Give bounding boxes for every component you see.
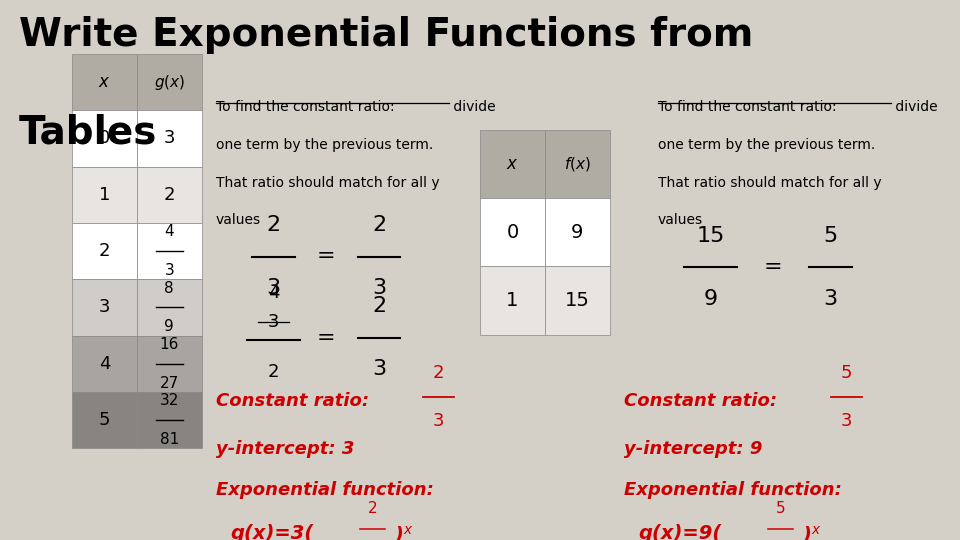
- Text: That ratio should match for all y: That ratio should match for all y: [216, 176, 440, 190]
- Text: To find the constant ratio:: To find the constant ratio:: [216, 100, 395, 114]
- Text: That ratio should match for all y: That ratio should match for all y: [658, 176, 881, 190]
- Text: 2: 2: [268, 363, 279, 381]
- Text: Write Exponential Functions from: Write Exponential Functions from: [19, 16, 754, 54]
- Text: 2: 2: [163, 186, 175, 204]
- Text: 5: 5: [824, 226, 837, 246]
- Text: )$^x$: )$^x$: [802, 524, 822, 540]
- Text: 9: 9: [571, 222, 584, 242]
- Text: 3: 3: [433, 412, 444, 430]
- Text: Constant ratio:: Constant ratio:: [624, 392, 783, 409]
- Bar: [544, 130, 610, 198]
- Text: 3: 3: [164, 263, 174, 278]
- Text: 3: 3: [99, 299, 110, 316]
- Text: 2: 2: [267, 215, 280, 235]
- Text: 3: 3: [372, 278, 386, 298]
- Text: 4: 4: [99, 355, 110, 373]
- Text: 5: 5: [841, 364, 852, 382]
- Text: 2: 2: [433, 364, 444, 382]
- Text: 3: 3: [372, 359, 386, 379]
- Bar: [480, 266, 544, 335]
- Text: $f(x)$: $f(x)$: [564, 155, 590, 173]
- Text: $x$: $x$: [506, 155, 518, 173]
- Text: To find the constant ratio:: To find the constant ratio:: [658, 100, 836, 114]
- Text: one term by the previous term.: one term by the previous term.: [658, 138, 875, 152]
- Text: 0: 0: [506, 222, 518, 242]
- Bar: [72, 279, 137, 335]
- Text: 3: 3: [163, 130, 175, 147]
- Bar: [72, 167, 137, 223]
- Text: 8: 8: [164, 281, 174, 295]
- Text: 32: 32: [159, 393, 179, 408]
- Text: 2: 2: [372, 296, 386, 316]
- Text: divide: divide: [449, 100, 496, 114]
- Text: 3: 3: [267, 278, 280, 298]
- Bar: [137, 110, 202, 167]
- Bar: [72, 54, 137, 110]
- Bar: [72, 223, 137, 279]
- Text: 2: 2: [368, 501, 377, 516]
- Text: 16: 16: [159, 337, 179, 352]
- Bar: [544, 266, 610, 335]
- Text: $g(x)$: $g(x)$: [154, 73, 185, 92]
- Text: 1: 1: [99, 186, 110, 204]
- Text: 2: 2: [372, 215, 386, 235]
- Bar: [137, 223, 202, 279]
- Text: Exponential function:: Exponential function:: [216, 481, 434, 498]
- Text: 15: 15: [696, 226, 725, 246]
- Text: =: =: [317, 327, 336, 348]
- Text: y-intercept: 3: y-intercept: 3: [216, 440, 354, 458]
- Text: 0: 0: [99, 130, 110, 147]
- Text: Tables: Tables: [19, 113, 157, 151]
- Bar: [137, 54, 202, 110]
- Text: )$^x$: )$^x$: [394, 524, 414, 540]
- Text: =: =: [763, 257, 782, 278]
- Bar: [544, 198, 610, 266]
- Bar: [137, 279, 202, 335]
- Bar: [72, 335, 137, 392]
- Text: one term by the previous term.: one term by the previous term.: [216, 138, 433, 152]
- Text: 2: 2: [99, 242, 110, 260]
- Bar: [72, 110, 137, 167]
- Text: values: values: [658, 213, 703, 227]
- Text: 5: 5: [776, 501, 785, 516]
- Bar: [137, 335, 202, 392]
- Text: Exponential function:: Exponential function:: [624, 481, 842, 498]
- Bar: [72, 392, 137, 448]
- Text: y-intercept: 9: y-intercept: 9: [624, 440, 762, 458]
- Text: values: values: [216, 213, 261, 227]
- Text: 9: 9: [164, 319, 174, 334]
- Text: Constant ratio:: Constant ratio:: [216, 392, 375, 409]
- Bar: [137, 392, 202, 448]
- Text: 1: 1: [506, 291, 518, 310]
- Text: g(x)=3(: g(x)=3(: [230, 524, 314, 540]
- Text: $x$: $x$: [98, 73, 110, 91]
- Text: 3: 3: [841, 412, 852, 430]
- Bar: [137, 167, 202, 223]
- Text: divide: divide: [891, 100, 938, 114]
- Bar: [480, 130, 544, 198]
- Text: g(x)=9(: g(x)=9(: [638, 524, 722, 540]
- Text: 3: 3: [824, 289, 837, 309]
- Text: 81: 81: [159, 432, 179, 447]
- Text: 27: 27: [159, 376, 179, 390]
- Text: 4: 4: [268, 285, 279, 302]
- Text: 5: 5: [99, 411, 110, 429]
- Text: 9: 9: [704, 289, 717, 309]
- Text: 15: 15: [564, 291, 589, 310]
- Bar: [480, 198, 544, 266]
- Text: 4: 4: [164, 224, 174, 239]
- Text: 3: 3: [268, 313, 279, 331]
- Text: =: =: [317, 246, 336, 267]
